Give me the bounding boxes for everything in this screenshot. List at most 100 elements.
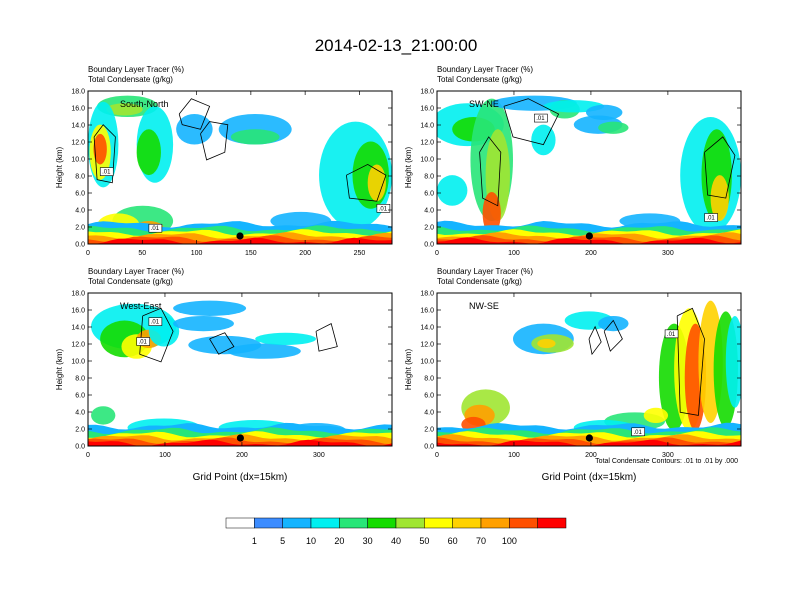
tracer-region-6 [173, 300, 247, 316]
y-tick-label: 18.0 [71, 291, 85, 298]
location-marker [236, 232, 244, 240]
plot-frame [87, 90, 393, 245]
tracer-region-3 [537, 338, 556, 349]
y-tick-label: 0.0 [75, 242, 85, 249]
contour-label: .01 [706, 216, 715, 222]
y-axis-label: Height (km) [55, 146, 64, 188]
tracer-region-5 [93, 133, 107, 165]
contour-label: .01 [102, 170, 111, 176]
y-tick-label: 4.0 [424, 410, 434, 417]
panel-header-tracer: Boundary Layer Tracer (%) [88, 65, 184, 74]
y-tick-label: 16.0 [71, 106, 85, 113]
y-axis-label: Height (km) [404, 146, 413, 188]
y-tick-label: 4.0 [424, 208, 434, 215]
panel-nw-se: Boundary Layer Tracer (%) Total Condensat… [404, 267, 742, 483]
x-tick-label: 200 [585, 452, 597, 459]
tracer-region-16 [643, 407, 669, 424]
x-tick-label: 300 [662, 452, 674, 459]
x-axis-label: Grid Point (dx=15km) [542, 472, 637, 483]
x-tick-label: 0 [86, 452, 90, 459]
y-tick-label: 4.0 [75, 208, 85, 215]
colorbar: 1 5 10 20 30 40 50 60 70 100 [225, 517, 567, 546]
colorbar-label: 70 [476, 536, 486, 546]
y-tick-label: 6.0 [424, 393, 434, 400]
y-tick-label: 2.0 [424, 427, 434, 434]
tracer-region-16 [437, 175, 468, 206]
x-tick-label: 0 [86, 250, 90, 257]
tracer-region-14 [725, 315, 741, 408]
colorbar-swatch-9 [452, 517, 482, 529]
condensate-contour-3 [588, 325, 602, 356]
panel-header-tracer: Boundary Layer Tracer (%) [437, 65, 533, 74]
contour-label: .01 [379, 206, 388, 212]
condensate-contour-1 [676, 307, 705, 416]
location-marker [236, 434, 244, 442]
condensate-contour-1 [139, 307, 174, 363]
y-tick-label: 16.0 [420, 106, 434, 113]
contour-label-box [136, 337, 151, 346]
x-tick-label: 100 [159, 452, 171, 459]
x-tick-label: 100 [508, 250, 520, 257]
x-tick-label: 300 [662, 250, 674, 257]
y-tick-label: 10.0 [420, 359, 434, 366]
condensate-contour-2 [209, 332, 235, 355]
contour-note: Total Condensate Contours: .01 to .01 by… [595, 458, 738, 465]
colorbar-swatch-8 [424, 517, 453, 529]
contour-label-box [99, 167, 114, 176]
location-marker [585, 232, 593, 240]
y-tick-label: 6.0 [75, 191, 85, 198]
y-tick-label: 0.0 [424, 242, 434, 249]
y-tick-label: 6.0 [75, 393, 85, 400]
contour-label-box [148, 223, 163, 233]
panels: Boundary Layer Tracer (%)Total Condensat… [55, 65, 742, 483]
x-tick-label: 300 [313, 452, 325, 459]
contour-label: .01 [151, 320, 160, 326]
y-tick-label: 8.0 [424, 174, 434, 181]
condensate-contour-1 [178, 98, 211, 130]
colorbar-label: 50 [419, 536, 429, 546]
condensate-contour-4 [93, 124, 116, 184]
colorbar-swatch-11 [509, 517, 538, 529]
x-tick-label: 50 [138, 250, 146, 257]
colorbar-swatch-10 [480, 517, 510, 529]
plot-area: .01 .01 .01 [88, 91, 392, 244]
colorbar-label: 5 [280, 536, 285, 546]
panel-header-condensate: Total Condensate (g/kg) [437, 75, 522, 84]
y-tick-label: 2.0 [424, 225, 434, 232]
panel-header-tracer: Boundary Layer Tracer (%) [437, 267, 533, 276]
cross-section-label: West-East [120, 301, 162, 311]
x-tick-label: 250 [354, 250, 366, 257]
contour-label-box [631, 427, 645, 437]
figure-title: 2014-02-13_21:00:00 [315, 36, 478, 55]
contour-label-box [534, 113, 548, 123]
y-tick-label: 12.0 [420, 342, 434, 349]
tracer-region-10 [176, 113, 213, 145]
x-tick-label: 200 [299, 250, 311, 257]
colorbar-swatch-5 [339, 517, 368, 529]
colorbar-swatch-1 [225, 517, 255, 529]
y-tick-label: 12.0 [71, 342, 85, 349]
y-tick-label: 6.0 [424, 191, 434, 198]
cross-section-label: SW-NE [469, 99, 499, 109]
contour-label: .01 [139, 339, 148, 345]
location-marker [585, 434, 593, 442]
colorbar-label: 20 [334, 536, 344, 546]
condensate-contour-3 [315, 323, 338, 352]
contour-label: .01 [536, 116, 545, 122]
tracer-region-10 [255, 332, 316, 346]
plot-area: .01 .01 [437, 293, 741, 446]
y-tick-label: 2.0 [75, 427, 85, 434]
y-tick-label: 14.0 [71, 325, 85, 332]
plot-area: .01 .01 [88, 293, 392, 446]
condensate-contour-3 [479, 136, 502, 207]
panel-header-condensate: Total Condensate (g/kg) [88, 75, 173, 84]
y-tick-label: 14.0 [71, 123, 85, 130]
contour-label-box [148, 317, 163, 326]
y-tick-label: 10.0 [420, 157, 434, 164]
y-tick-label: 8.0 [75, 174, 85, 181]
colorbar-label: 40 [391, 536, 401, 546]
colorbar-label: 60 [448, 536, 458, 546]
y-tick-label: 0.0 [75, 444, 85, 451]
y-tick-label: 4.0 [75, 410, 85, 417]
tracer-region-9 [230, 129, 280, 145]
